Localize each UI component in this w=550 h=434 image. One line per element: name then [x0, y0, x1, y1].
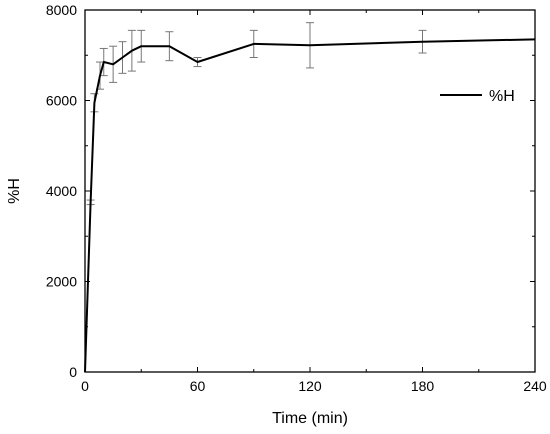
- y-axis-title: %H: [6, 178, 23, 204]
- x-tick-label: 60: [190, 378, 206, 394]
- x-tick-label: 180: [411, 378, 435, 394]
- x-tick-label: 240: [523, 378, 547, 394]
- y-tick-label: 2000: [46, 274, 77, 290]
- legend-label: %H: [489, 88, 515, 105]
- error-bars: [86, 22, 427, 206]
- y-tick-label: 6000: [46, 93, 77, 109]
- series-line-h: [84, 38, 536, 373]
- axes: [84, 9, 536, 373]
- y-tick-label: 0: [69, 364, 77, 380]
- series-lines: [84, 38, 536, 373]
- y-tick-label: 4000: [46, 183, 77, 199]
- x-tick-label: 0: [81, 378, 89, 394]
- x-axis-title: Time (min): [272, 410, 348, 427]
- x-tick-label: 120: [298, 378, 322, 394]
- y-tick-label: 8000: [46, 2, 77, 18]
- tick-labels: 0 60 120 180 240 0 2000 4000 6000 8000: [46, 2, 547, 394]
- legend: %H: [440, 88, 515, 105]
